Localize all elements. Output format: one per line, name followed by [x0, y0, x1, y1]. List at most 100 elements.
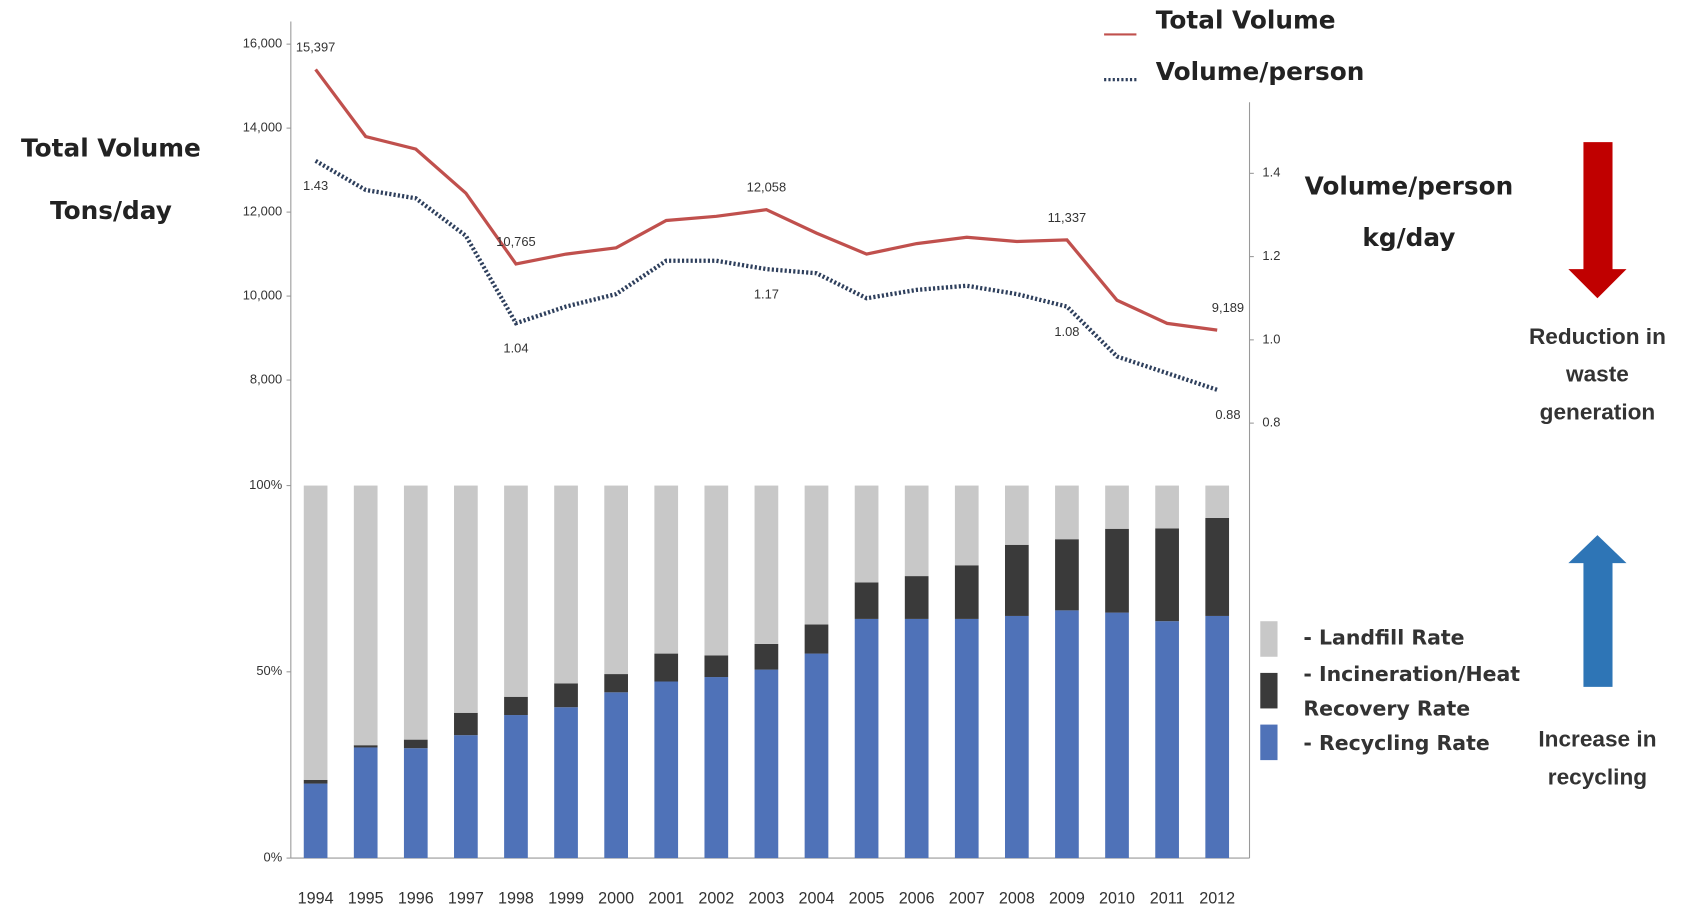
x-tick-label: 1996 — [398, 889, 434, 907]
y-tick-label: 12,000 — [243, 204, 282, 219]
bar-segment — [1205, 485, 1230, 518]
bar-segment — [303, 783, 328, 859]
annotation: Reduction in — [1529, 324, 1666, 349]
bar-segment — [654, 653, 679, 682]
data-label: 9,189 — [1212, 300, 1244, 315]
legend-swatch — [1260, 621, 1278, 657]
legend-swatch — [1260, 724, 1278, 761]
x-tick-label: 2011 — [1150, 889, 1185, 907]
legend-label: - Incineration/Heat Recovery Rate — [1303, 662, 1520, 720]
x-tick-label: 2006 — [899, 889, 935, 907]
x-tick-label: 2009 — [1049, 889, 1085, 907]
y2-tick-label: 1.2 — [1262, 248, 1280, 263]
x-tick-label: 2007 — [949, 889, 985, 907]
x-tick-label: 2005 — [849, 889, 885, 907]
x-tick-label: 2008 — [999, 889, 1035, 907]
data-label: 15,397 — [296, 39, 335, 54]
bar-segment — [804, 485, 829, 625]
annotation: recycling — [1548, 764, 1647, 789]
bar-segment — [704, 677, 729, 859]
bar-segment — [754, 643, 779, 670]
y2-axis-label: Volume/person — [1305, 171, 1514, 200]
bar-segment — [604, 692, 628, 859]
bar-segment — [1205, 517, 1230, 616]
bar-segment — [1105, 528, 1129, 613]
bar-segment — [403, 485, 428, 740]
x-tick-label: 2003 — [748, 889, 784, 907]
data-label: 12,058 — [747, 180, 786, 195]
bar-segment — [904, 485, 929, 577]
bar-segment — [1055, 539, 1079, 611]
y-tick-label: 14,000 — [243, 120, 282, 135]
x-tick-label: 2000 — [598, 889, 634, 907]
bar-segment — [403, 748, 428, 859]
bar-segment — [654, 681, 679, 859]
legend-label: - Recycling Rate — [1303, 731, 1489, 755]
bar-segment — [353, 745, 378, 748]
annotation: generation — [1540, 399, 1656, 424]
data-label: 1.08 — [1054, 324, 1079, 339]
bar-segment — [804, 624, 829, 654]
bar-segment — [554, 485, 578, 684]
bar-segment — [1205, 615, 1230, 859]
y2-tick-label: 0.8 — [1262, 415, 1280, 430]
x-tick-label: 2002 — [698, 889, 734, 907]
bar-segment — [504, 696, 528, 716]
x-tick-label: 1994 — [298, 889, 334, 907]
y-tick-label: 8,000 — [250, 371, 282, 386]
bar-segment — [1155, 621, 1179, 859]
bar-segment — [804, 653, 829, 859]
bar-segment — [403, 739, 428, 749]
data-label: 1.17 — [754, 286, 779, 301]
x-tick-label: 1997 — [448, 889, 484, 907]
data-label: 10,765 — [496, 234, 535, 249]
bar-segment — [1004, 615, 1029, 859]
series-line — [314, 68, 1218, 332]
bar-segment — [654, 485, 679, 654]
bar-segment — [1055, 610, 1079, 859]
data-label: 11,337 — [1048, 210, 1087, 225]
bar-segment — [454, 485, 478, 713]
y-axis-label: Tons/day — [50, 196, 172, 225]
bar-segment — [554, 683, 578, 708]
data-label: 0.88 — [1215, 407, 1240, 422]
data-label: 1.04 — [503, 340, 528, 355]
bar-segment — [704, 485, 729, 656]
bar-segment — [303, 779, 328, 784]
bar-segment — [1105, 612, 1129, 859]
y-tick-label: 50% — [256, 663, 282, 678]
bar-segment — [854, 582, 879, 619]
x-tick-label: 2001 — [648, 889, 684, 907]
bar-segment — [604, 674, 628, 693]
x-tick-label: 1998 — [498, 889, 534, 907]
bar-segment — [454, 712, 478, 736]
bar-segment — [303, 485, 328, 780]
bar-segment — [754, 669, 779, 859]
bar-segment — [353, 747, 378, 859]
bar-segment — [904, 576, 929, 619]
bar-segment — [1004, 485, 1029, 545]
bar-segment — [854, 485, 879, 583]
y-tick-label: 10,000 — [243, 287, 282, 302]
bar-segment — [904, 618, 929, 859]
annotation: Increase in — [1538, 727, 1656, 752]
y2-axis-label: kg/day — [1362, 223, 1455, 252]
y-tick-label: 100% — [249, 477, 283, 492]
y2-tick-label: 1.0 — [1262, 331, 1280, 346]
bar-segment — [1155, 528, 1179, 622]
y-axis-label: Total Volume — [21, 134, 201, 163]
legend-label: - Landfill Rate — [1303, 625, 1464, 649]
bar-segment — [954, 565, 979, 619]
bar-segment — [1004, 544, 1029, 616]
annotation: waste — [1565, 362, 1629, 387]
y2-tick-label: 1.4 — [1262, 165, 1280, 180]
bar-segment — [854, 618, 879, 859]
x-tick-label: 1999 — [548, 889, 584, 907]
bar-segment — [454, 735, 478, 859]
series-line — [314, 158, 1218, 392]
bar-segment — [754, 485, 779, 644]
legend-label: Volume/person — [1156, 57, 1365, 86]
bar-segment — [1055, 485, 1079, 540]
